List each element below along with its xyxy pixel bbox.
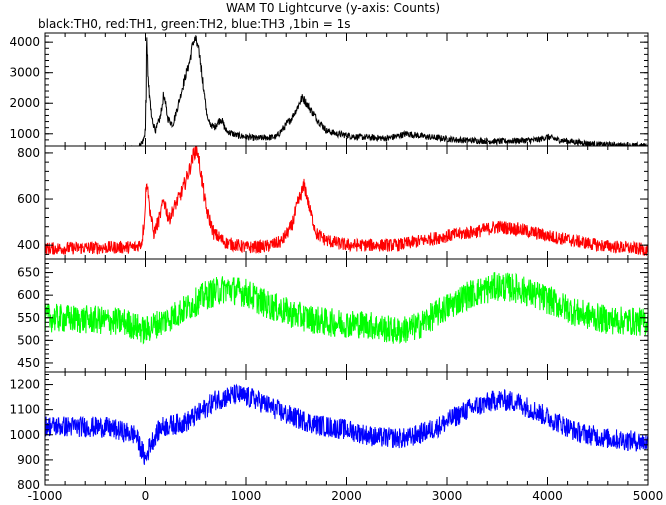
panel-th0: 1000 2000 3000 4000 [9,32,649,147]
panel-frame [44,32,649,147]
panel-th1: 400 600 800 [17,145,649,260]
y-tick-label: 900 [17,453,40,467]
y-tick-label: 2000 [9,96,40,110]
y-tick-label: 1000 [9,428,40,442]
y-tick-label: 450 [17,356,40,370]
series-line-th2 [45,272,648,345]
panel-th2: 450 500 550 600 650 [17,258,649,373]
y-tick-label: 1000 [9,127,40,141]
x-tick-label: 1000 [231,489,262,503]
y-tick-label: 400 [17,238,40,252]
y-tick-label: 1100 [9,403,40,417]
chart-subtitle: black:TH0, red:TH1, green:TH2, blue:TH3 … [38,17,351,31]
y-tick-label: 800 [17,478,40,492]
y-tick-label: 500 [17,333,40,347]
panel-th3: 800 900 1000 1100 1200 [9,371,649,492]
y-tick-label: 4000 [9,35,40,49]
x-tick-label: -1000 [28,489,63,503]
x-tick-label: 4000 [532,489,563,503]
series-line-th1 [45,146,648,256]
x-tick-label: 0 [142,489,150,503]
y-tick-label: 550 [17,311,40,325]
y-tick-label: 650 [17,266,40,280]
y-tick-label: 800 [17,146,40,160]
chart-title: WAM T0 Lightcurve (y-axis: Counts) [225,1,441,15]
series-line-th0 [53,34,648,146]
y-tick-label: 600 [17,288,40,302]
series-line-th3 [45,383,648,465]
y-tick-label: 3000 [9,66,40,80]
x-tick-label: 2000 [331,489,362,503]
x-tick-label: 5000 [633,489,664,503]
x-tick-label: 3000 [432,489,463,503]
y-tick-label: 1200 [9,378,40,392]
y-tick-label: 600 [17,192,40,206]
